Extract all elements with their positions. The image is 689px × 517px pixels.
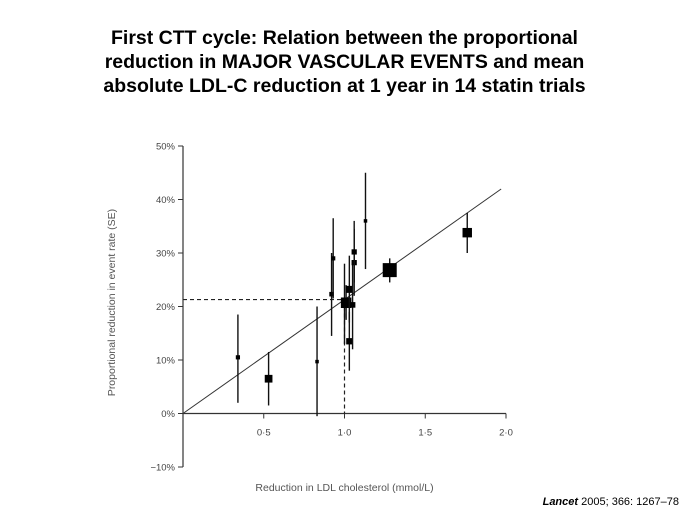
y-tick-label-0: −10% [150,463,175,474]
y-tick-label-3: 20% [156,302,176,313]
x-tick-label-2: 1·5 [418,428,432,439]
y-tick-label-6: 50% [156,142,176,153]
y-tick-label-4: 30% [156,249,176,260]
data-point-3 [329,291,334,297]
slide-title: First CTT cycle: Relation between the pr… [0,26,689,98]
citation-journal: Lancet [542,496,579,508]
data-point-7 [345,285,353,293]
data-point-0 [235,355,241,360]
x-tick-label-0: 0·5 [257,428,271,439]
y-axis-label: Proportional reduction in event rate (SE… [106,209,118,396]
citation: Lancet 2005; 366: 1267–78 [543,496,679,508]
chart-marks [182,172,502,417]
y-tick-label-1: 0% [161,409,175,420]
data-point-9 [349,302,356,308]
data-point-8 [346,338,353,345]
x-tick-label-1: 1·0 [338,428,352,439]
data-point-6 [340,297,352,309]
slide-title-line-3: absolute LDL-C reduction at 1 year in 14… [103,75,586,97]
data-point-1 [264,374,273,383]
data-point-11 [351,249,357,255]
citation-details: 2005; 366: 1267–78 [578,496,679,508]
data-point-14 [462,227,472,238]
x-axis-label: Reduction in LDL cholesterol (mmol/L) [255,482,433,494]
slide-title-line-2: reduction in MAJOR VASCULAR EVENTS and m… [104,51,585,73]
x-tick-label-3: 2·0 [499,428,513,439]
slide-title-line-1: First CTT cycle: Relation between the pr… [111,27,578,49]
data-point-4 [331,256,336,261]
y-tick-label-2: 10% [156,356,176,367]
data-point-13 [382,263,397,278]
y-tick-label-5: 40% [156,195,176,206]
chart-labels: −10% 0% 10% 20% 30% 40% 50% 0·5 1·0 1·5 2·0 Reducti… [106,142,513,495]
data-point-12 [363,219,368,223]
data-point-2 [315,359,319,364]
